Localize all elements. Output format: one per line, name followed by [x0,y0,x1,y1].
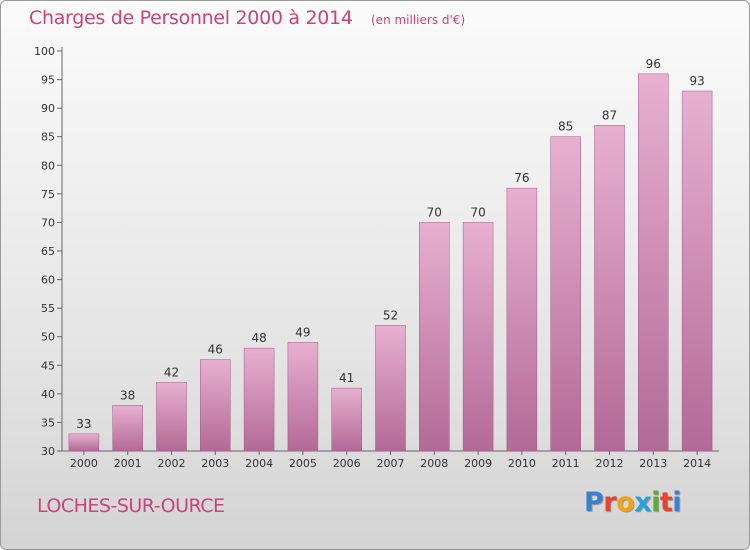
chart-title: Charges de Personnel 2000 à 2014 [29,7,353,29]
data-label: 70 [427,205,442,219]
x-tick-label: 2000 [70,457,98,470]
chart-subtitle: (en milliers d'€) [371,13,466,27]
data-label: 87 [602,108,617,122]
x-tick-label: 2013 [639,457,667,470]
x-tick-label: 2009 [464,457,492,470]
y-tick-label: 85 [41,131,55,144]
bar [156,382,187,452]
x-tick-label: 2007 [377,457,405,470]
logo-letter: r [603,487,617,518]
y-tick-label: 80 [41,159,55,172]
logo-letter: i [651,487,660,518]
x-tick-label: 2001 [114,457,142,470]
bar [287,342,319,452]
bar [419,222,450,452]
data-label: 38 [120,388,135,402]
bar [68,433,100,452]
data-label: 42 [164,365,179,379]
logo-letter: i [672,487,682,518]
bar [550,136,581,452]
x-tick-label: 2003 [201,457,229,470]
x-tick-label: 2002 [158,457,186,470]
y-tick-label: 75 [41,188,55,201]
place-name: LOCHES-SUR-OURCE [37,495,225,517]
data-label: 93 [689,74,704,88]
y-tick-label: 60 [41,274,55,287]
x-tick-label: 2005 [289,457,317,470]
data-label: 41 [339,371,354,385]
data-label: 85 [558,120,573,134]
y-tick-label: 95 [41,74,55,87]
bar [681,90,713,452]
x-tick-label: 2012 [596,457,624,470]
data-label: 52 [383,308,398,322]
data-label: 70 [470,205,485,219]
data-label: 76 [514,171,529,185]
logo-letter: o [616,487,635,518]
logo-letter: P [584,487,604,518]
y-tick-label: 30 [41,445,55,458]
x-tick-label: 2010 [508,457,536,470]
bar [462,222,494,452]
x-tick-label: 2014 [683,457,711,470]
logo-letter: x [634,487,652,518]
y-tick-label: 65 [41,245,55,258]
data-labels: 33 38 42 46 48 49 41 52 70 70 76 85 87 96 93 [76,57,704,431]
y-tick-label: 100 [34,45,55,58]
bar [375,325,406,452]
bar [506,187,538,452]
bar [112,405,143,452]
y-tick-label: 70 [41,216,55,229]
y-tick-label: 40 [41,388,55,401]
x-tick-label: 2008 [420,457,448,470]
x-tick-label: 2006 [333,457,361,470]
data-label: 48 [251,331,266,345]
data-label: 46 [208,343,223,357]
bar [243,347,275,452]
logo-letter: t [659,487,673,518]
bar [638,73,669,452]
data-label: 33 [76,417,91,431]
x-tick-label: 2004 [245,457,273,470]
data-label: 49 [295,325,310,339]
y-tick-label: 55 [41,302,55,315]
y-tick-label: 45 [41,359,55,372]
proxiti-logo: Proxiti [584,487,682,518]
bar [200,359,231,452]
y-tick-label: 90 [41,102,55,115]
y-tick-label: 35 [41,416,55,429]
x-tick-label: 2011 [552,457,580,470]
bars [68,73,713,452]
bar [331,387,362,452]
data-label: 96 [646,57,661,71]
bar [594,125,625,452]
y-tick-label: 50 [41,331,55,344]
